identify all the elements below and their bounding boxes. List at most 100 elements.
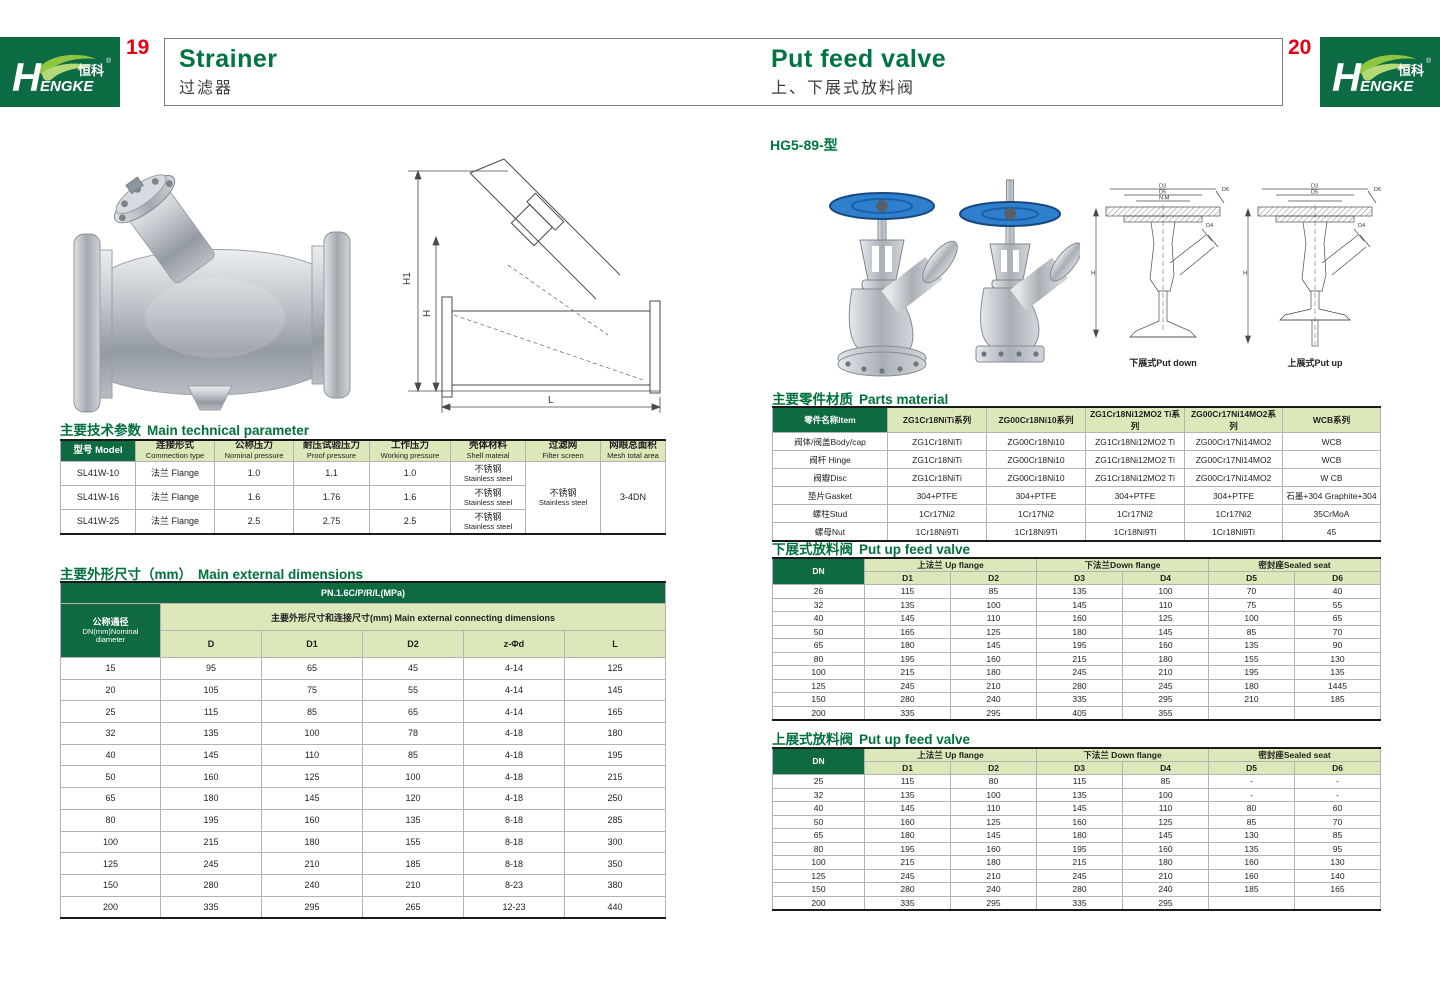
svg-text:D6: D6 [1222,187,1229,193]
svg-text:D5: D5 [1311,190,1318,196]
table-row: 阀杆 Hinge ZG1Cr18NiTi ZG00Cr18Ni10 ZG1Cr18Ni… [772,450,1381,469]
left-title-zh: 过滤器 [179,80,234,98]
svg-text:N-M: N-M [1159,196,1170,202]
valve-photo-up [959,179,1080,363]
left-page-title: Strainer 过滤器 [179,46,277,98]
model-code: HG5-89-型 [770,137,838,153]
dim-label-l: L [548,395,554,406]
tech-param-table: 型号 Model 连接形式 Commection type 公称压力 Nominal… [60,439,666,535]
table-row: 150 280 240 335 295 210 185 [772,692,1381,707]
table-row: 20 105 75 55 4-14 145 [60,678,667,702]
tech-param-title: 主要技术参数 Main technical parameter [60,419,309,439]
table-row: 100 215 180 215 180 160 130 [772,855,1382,870]
header-title-box: Strainer 过滤器 Put feed valve 上、下展式放料阀 [164,38,1283,106]
dims-title-zh: 主要外形尺寸（mm） [60,567,193,582]
leaf-icon [1358,54,1416,75]
table-row: 65 180 145 195 160 135 90 [772,638,1381,653]
parts-title-en: Parts material [859,392,949,407]
logo-reg: ® [106,57,112,65]
table-row: 100 215 180 245 210 195 135 [772,665,1381,680]
drawing-put-up: D3 D5 D6 D4 H [1243,184,1381,347]
svg-text:D6: D6 [1374,187,1381,193]
table-row: 200 335 295 335 295 [772,895,1382,911]
up-table-title: 上展式放料阀 Put up feed valve [772,728,970,748]
drawing-put-down-block: D3 D5 N-M D6 D4 H 下展式Put down [1088,183,1238,369]
table-row: SL41W-25 法兰 Flange 2.5 2.75 2.5 不锈钢 Stain… [60,509,666,535]
table-row: 32 135 100 145 110 75 55 [772,597,1381,612]
logo-word: ENGKE [1360,78,1414,95]
right-title-en: Put feed valve [771,45,947,73]
table-row: SL41W-16 法兰 Flange 1.6 1.76 1.6 不锈钢 Stain… [60,485,666,510]
table-row: 阀瓣Disc ZG1Cr18NiTi ZG00Cr18Ni10 ZG1Cr18Ni12… [772,468,1381,487]
table-row: 80 195 160 135 8-18 285 [60,808,667,832]
svg-text:D4: D4 [1206,223,1213,229]
table-row: 125 245 210 185 8-18 350 [60,852,667,875]
table-row: 垫片Gasket 304+PTFE 304+PTFE 304+PTFE 304+PTFE… [772,486,1381,505]
svg-text:H: H [1091,271,1095,277]
dims-table: PN.1.6C/P/R/L(MPa) 公称通径 DN(mm)Nominal diam… [59,581,667,920]
dn-header: 公称通径 DN(mm)Nominal diameter [60,603,161,658]
logo-word: ENGKE [40,78,94,95]
strainer-photo [73,174,351,413]
parts-material-title: 主要零件材质 Parts material [772,388,948,408]
parts-title-zh: 主要零件材质 [772,392,853,407]
right-title-zh: 上、下展式放料阀 [771,80,916,98]
left-title-en: Strainer [179,45,278,73]
valve-photo-down [829,192,958,377]
down-feed-valve-table: DN 上法兰 Up flange 下法兰Down flange 密封座Seale… [772,557,1381,721]
svg-text:H: H [1243,271,1247,277]
table-row: 25 115 85 65 4-14 165 [60,700,667,724]
tech-param-title-zh: 主要技术参数 [60,423,141,438]
logo-cn: 恒科 [78,63,104,78]
caption-put-down: 下展式Put down [1129,358,1197,368]
logo-letter: H [1332,56,1362,100]
svg-text:D4: D4 [1358,223,1365,229]
dims-title: 主要外形尺寸（mm） Main external dimensions [60,563,363,583]
table-row: 32 135 100 78 4-18 180 [60,722,667,745]
valve-photos [829,179,1080,377]
table-row: 15 95 65 45 4-14 125 [60,657,667,680]
up-title-zh: 上展式放料阀 [772,732,853,747]
logo-letter: H [12,56,42,100]
down-table-title: 下展式放料阀 Put up feed valve [772,538,970,558]
table-row: 65 180 145 180 145 130 85 [772,828,1382,843]
table-row: 100 215 180 155 8-18 300 [60,830,667,854]
drawing-put-down: D3 D5 N-M D6 D4 H [1091,184,1229,339]
svg-text:D5: D5 [1159,190,1166,196]
dims-title-en: Main external dimensions [198,567,364,582]
table-row: 200 335 295 265 12-23 440 [60,895,667,919]
table-row: 150 280 240 280 240 185 165 [772,882,1382,897]
parts-material-table: 零件名称Item ZG1Cr18NiTi系列 ZG00Cr18Ni10系列 ZG… [772,406,1381,542]
svg-text:D3: D3 [1159,184,1166,190]
table-row: 40 145 110 145 110 80 60 [772,801,1382,816]
dim-label-h: H [422,310,433,317]
leaf-icon [42,63,92,81]
table-row: 50 160 125 160 125 85 70 [772,814,1382,829]
table-row: 25 115 80 115 85- - [772,774,1382,789]
down-title-zh: 下展式放料阀 [772,542,853,557]
table-row: 50 165 125 180 145 85 70 [772,624,1381,639]
strainer-drawing: H1 H L [402,158,662,413]
table-row: 200 335 295 405 355 [772,705,1381,721]
table-row: 50 160 125 100 4-18 215 [60,765,667,789]
page-number-left: 19 [126,36,150,59]
table-row: 32 135 100 135 100- - [772,787,1382,802]
table-row: 40 145 110 160 125 100 65 [772,611,1381,626]
brand-logo-left: H ENGKE 恒科 ® [0,37,120,107]
pn-header: PN.1.6C/P/R/L(MPa) [59,581,667,604]
dims-group-header: 主要外形尺寸和连接尺寸(mm) Main external connecting… [159,603,667,631]
table-row: 80 195 160 195 160 135 95 [772,841,1382,856]
table-row: 螺柱Stud 1Cr17Ni2 1Cr17Ni2 1Cr17Ni2 1Cr17Ni2 35… [772,504,1381,523]
brand-logo-right: H ENGKE 恒科 ® [1320,37,1440,107]
table-row: 150 280 240 210 8-23 380 [60,873,667,897]
table-row: SL41W-10 法兰 Flange 1.0 1.1 1.0 不锈钢 Stainl… [60,461,666,535]
table-row: 26 115 85 135 100 70 40 [772,584,1381,599]
drawing-put-up-block: D3 D5 D6 D4 H 上展式Put up [1240,183,1390,369]
leaf-icon [1362,63,1412,81]
table-row: 65 180 145 120 4-18 250 [60,787,667,810]
tech-param-title-en: Main technical parameter [147,423,310,438]
leaf-icon [38,54,96,75]
logo-reg: ® [1426,57,1432,65]
table-row: 40 145 110 85 4-18 195 [60,743,667,767]
table-row: 阀体/阀盖Body/cap ZG1Cr18NiTi ZG00Cr18Ni10 ZG1C… [772,432,1381,451]
